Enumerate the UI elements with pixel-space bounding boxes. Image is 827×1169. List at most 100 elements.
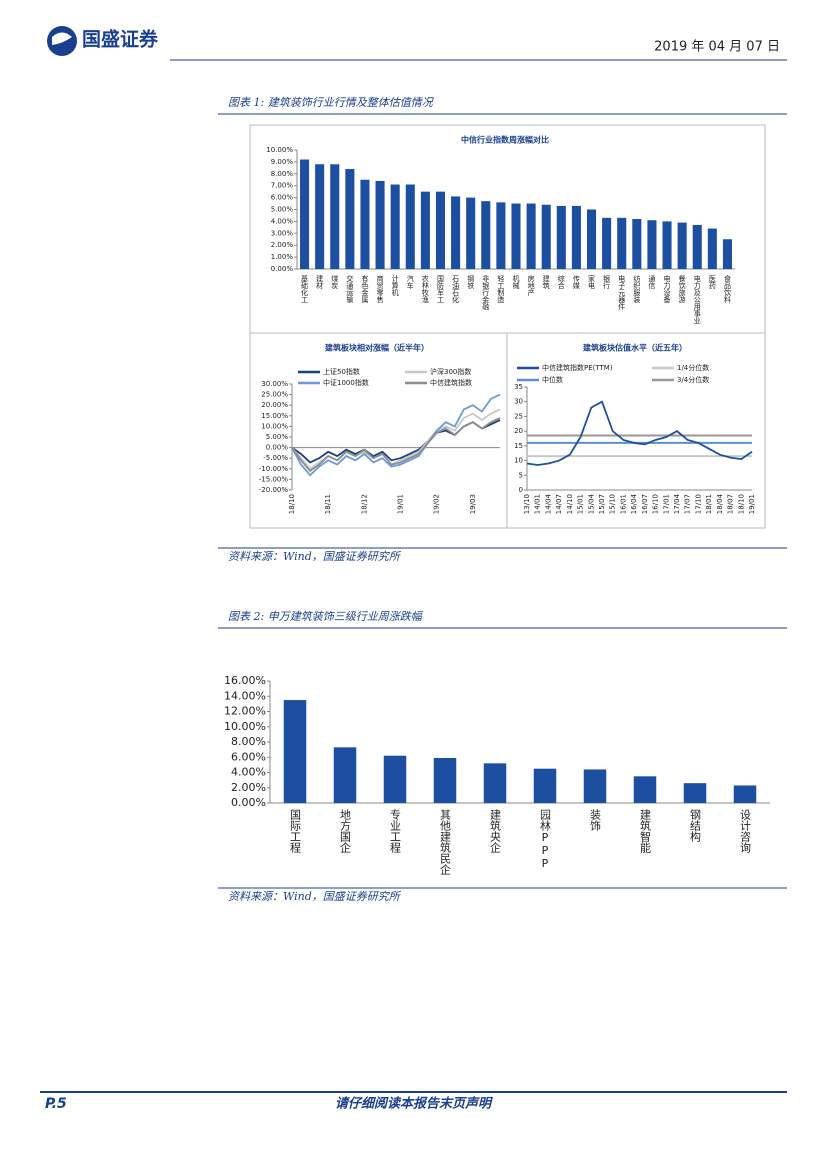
x-tick-label: 18/04 [716, 493, 724, 514]
y-tick-label: 20 [514, 427, 523, 435]
legend-label: 沪深300指数 [430, 367, 471, 376]
x-tick-label: 电力及公用事业 [693, 274, 701, 324]
y-tick-label: 0.00% [231, 796, 266, 809]
bar [602, 217, 612, 269]
source-note: 资料来源：Wind，国盛证券研究所 [228, 890, 402, 903]
x-tick-label: 14/01 [534, 494, 542, 514]
x-tick-label: 15/10 [609, 494, 617, 514]
x-tick-label: 17/10 [694, 494, 702, 514]
x-tick-label: 装饰 [589, 809, 602, 831]
bar [383, 755, 407, 803]
bar [300, 159, 310, 269]
x-tick-label: 17/01 [662, 494, 670, 514]
bar [481, 201, 491, 269]
x-tick-label: 商贸零售 [376, 274, 384, 304]
y-tick-label: 16.00% [224, 674, 266, 687]
x-tick-label: 有色金属 [361, 274, 369, 304]
chart-title: 中信行业指数周涨幅对比 [461, 135, 549, 145]
y-tick-label: 0.00% [266, 444, 289, 452]
x-tick-label: 电子元器件 [618, 274, 626, 311]
y-tick-label: 25 [514, 412, 523, 420]
x-tick-label: 医药 [708, 275, 716, 290]
series-line [291, 417, 501, 473]
x-tick-label: 房地产 [527, 274, 535, 297]
bar [692, 224, 702, 269]
x-tick-label: 银行 [603, 274, 611, 290]
y-tick-label: 35 [514, 383, 523, 391]
page-number: P.5 [45, 1096, 67, 1112]
x-tick-label: 餐饮旅游 [678, 274, 686, 304]
x-tick-label: 17/07 [684, 494, 692, 514]
chart-title: 建筑板块相对涨幅（近半年） [324, 343, 429, 353]
y-tick-label: 6.00% [271, 194, 294, 202]
y-tick-label: 0 [519, 486, 523, 494]
x-tick-label: 国际工程 [289, 809, 302, 854]
x-tick-label: 14/04 [544, 493, 552, 514]
legend-label: 中位数 [542, 375, 563, 384]
y-tick-label: 7.00% [271, 182, 294, 190]
bar [526, 203, 536, 269]
bar [433, 758, 457, 803]
bar [360, 179, 370, 269]
report-date: 2019 年 04 月 07 日 [654, 40, 780, 55]
y-tick-label: 4.00% [231, 766, 266, 779]
x-tick-label: 13/10 [523, 494, 531, 514]
y-tick-label: 3.00% [271, 229, 294, 237]
x-tick-label: 钢铁 [467, 274, 475, 290]
bar [390, 184, 400, 269]
x-tick-label: 18/11 [324, 494, 332, 514]
x-tick-label: 设计咨询 [739, 809, 752, 854]
series-line [291, 393, 501, 477]
y-tick-label: 10.00% [261, 422, 288, 430]
x-tick-label: 煤炭 [331, 274, 339, 290]
x-tick-label: 18/12 [360, 494, 368, 514]
y-tick-label: -20.00% [259, 486, 289, 494]
bar [483, 763, 507, 803]
x-tick-label: 汽车 [406, 274, 414, 290]
x-tick-label: 建筑智能 [639, 808, 652, 854]
x-tick-label: 综合 [557, 274, 565, 290]
legend-label: 中信建筑指数PE(TTM) [542, 363, 613, 372]
bar [345, 169, 355, 269]
y-tick-label: -10.00% [259, 465, 289, 473]
x-tick-label: 其他建筑民企 [439, 809, 452, 875]
bar [533, 768, 557, 803]
series-line [291, 419, 501, 464]
bar [583, 769, 607, 803]
x-tick-label: 通信 [648, 274, 656, 290]
x-tick-label: 专业工程 [389, 808, 402, 854]
logo-swirl [52, 32, 72, 45]
bar [677, 222, 687, 269]
y-tick-label: 8.00% [231, 735, 266, 748]
x-tick-label: 14/10 [566, 494, 574, 514]
bar [647, 220, 657, 269]
figure-caption: 图表 1: 建筑装饰行业行情及整体估值情况 [228, 96, 435, 109]
x-tick-label: 17/04 [673, 493, 681, 514]
y-tick-label: 8.00% [271, 170, 294, 178]
bar [571, 205, 581, 269]
bar [662, 221, 672, 269]
y-tick-label: 4.00% [271, 217, 294, 225]
x-tick-label: 轻工制造 [497, 274, 505, 304]
y-tick-label: 15.00% [261, 412, 288, 420]
x-tick-label: 15/01 [577, 494, 585, 514]
y-tick-label: 12.00% [224, 705, 266, 718]
y-tick-label: 30 [514, 398, 523, 406]
x-tick-label: 食品饮料 [723, 274, 731, 304]
bar [435, 191, 446, 269]
x-tick-label: 国防军工 [436, 275, 444, 303]
y-tick-label: 6.00% [231, 750, 266, 763]
x-tick-label: 16/07 [641, 494, 649, 514]
bar [722, 239, 732, 269]
x-tick-label: 电力设备 [663, 274, 671, 304]
x-tick-label: 交通运输 [346, 274, 354, 304]
x-tick-label: 18/10 [288, 494, 296, 514]
x-tick-label: 计算机 [391, 274, 399, 297]
y-tick-label: 5 [519, 471, 523, 479]
bar [451, 196, 461, 269]
x-tick-label: 机械 [512, 274, 520, 290]
bar [375, 180, 385, 269]
bar [586, 209, 597, 269]
disclaimer-notice: 请仔细阅读本报告末页声明 [335, 1096, 493, 1112]
